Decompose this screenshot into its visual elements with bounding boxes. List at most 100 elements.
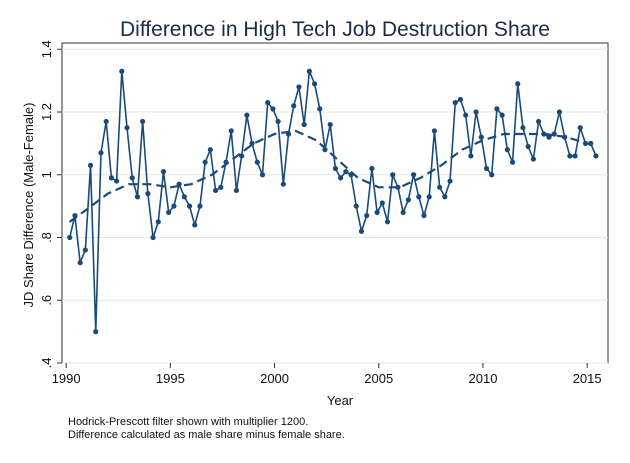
y-tick-label: .8 — [39, 232, 54, 243]
data-point — [426, 194, 432, 200]
data-point — [483, 165, 490, 172]
data-point — [140, 118, 146, 125]
data-point — [114, 178, 120, 184]
data-point — [87, 162, 94, 168]
data-point — [379, 200, 385, 206]
x-axis-title: Year — [327, 393, 354, 408]
data-point — [67, 234, 73, 241]
data-point — [212, 187, 219, 194]
data-point — [457, 96, 464, 103]
y-tick-label: 1.4 — [39, 40, 54, 58]
data-point — [489, 172, 495, 178]
data-point — [358, 228, 365, 234]
data-point — [556, 109, 563, 115]
data-point — [332, 165, 339, 172]
data-point — [285, 131, 292, 137]
data-point — [171, 203, 177, 209]
y-axis-title: JD Share Difference (Male-Female) — [21, 103, 36, 308]
data-point — [343, 169, 349, 175]
data-point — [275, 118, 281, 125]
data-point — [468, 153, 474, 159]
data-point — [353, 203, 359, 209]
data-point — [593, 153, 599, 159]
data-point — [384, 219, 391, 225]
data-point — [390, 172, 396, 178]
data-point — [124, 125, 130, 131]
data-point — [536, 118, 542, 125]
trend-line — [69, 129, 597, 223]
data-point — [181, 194, 187, 200]
data-point — [166, 209, 172, 216]
data-point — [77, 260, 83, 266]
y-tick-label: .6 — [39, 295, 54, 306]
x-tick-label: 1995 — [156, 371, 185, 386]
data-point — [338, 175, 344, 181]
data-point — [317, 106, 323, 112]
data-point — [551, 131, 557, 137]
data-point — [546, 134, 552, 140]
data-point — [270, 106, 276, 112]
data-point — [530, 156, 536, 162]
data-point — [150, 234, 156, 241]
data-point — [103, 118, 109, 125]
data-point — [562, 134, 568, 140]
data-point — [416, 194, 422, 200]
data-point — [421, 212, 427, 219]
data-point — [504, 147, 510, 153]
data-point — [400, 209, 406, 216]
data-point — [509, 159, 516, 165]
footnote-1: Hodrick-Prescott filter shown with multi… — [68, 416, 308, 428]
data-point — [155, 219, 161, 225]
x-tick-label: 2010 — [469, 371, 498, 386]
y-tick-label: .4 — [39, 358, 54, 369]
data-point — [176, 181, 182, 187]
data-point — [93, 329, 99, 335]
data-point — [98, 150, 104, 156]
data-point — [134, 194, 141, 200]
data-point — [82, 247, 88, 253]
data-point — [452, 100, 458, 106]
data-point — [473, 109, 479, 115]
footnote-2: Difference calculated as male share minu… — [68, 429, 345, 441]
data-point — [192, 222, 198, 228]
data-point — [577, 125, 583, 131]
data-point — [265, 100, 271, 106]
data-point — [327, 121, 333, 128]
data-point — [197, 203, 203, 209]
data-point — [395, 184, 401, 190]
data-point — [311, 81, 318, 87]
data-point — [374, 209, 380, 216]
y-tick-label: 1 — [39, 171, 54, 178]
data-point — [541, 131, 547, 137]
data-point — [228, 128, 234, 134]
plot-area: .4 .6 .8 1 1.2 1.4 1990 1995 2000 2005 2010 2015 — [39, 40, 609, 386]
data-point — [447, 178, 453, 184]
data-point — [567, 153, 573, 159]
data-point — [463, 112, 469, 118]
data-point — [72, 212, 78, 219]
data-point — [301, 121, 307, 128]
data-point — [129, 175, 135, 181]
data-point — [364, 212, 370, 219]
data-point — [160, 169, 167, 175]
x-tick-label: 2000 — [260, 371, 289, 386]
data-point — [259, 172, 266, 178]
data-point — [202, 159, 208, 165]
data-point — [233, 187, 240, 194]
data-point — [442, 194, 448, 200]
data-point — [494, 106, 500, 112]
data-point — [588, 140, 594, 146]
x-tick-label: 2005 — [364, 371, 393, 386]
x-tick-label: 1990 — [52, 371, 81, 386]
data-point — [249, 140, 255, 146]
data-point — [369, 165, 375, 172]
data-point — [437, 184, 443, 190]
data-point — [108, 175, 114, 181]
data-point — [582, 140, 589, 146]
data-point — [520, 125, 526, 131]
data-point — [322, 147, 328, 153]
data-point — [119, 68, 125, 74]
data-point — [515, 81, 521, 87]
